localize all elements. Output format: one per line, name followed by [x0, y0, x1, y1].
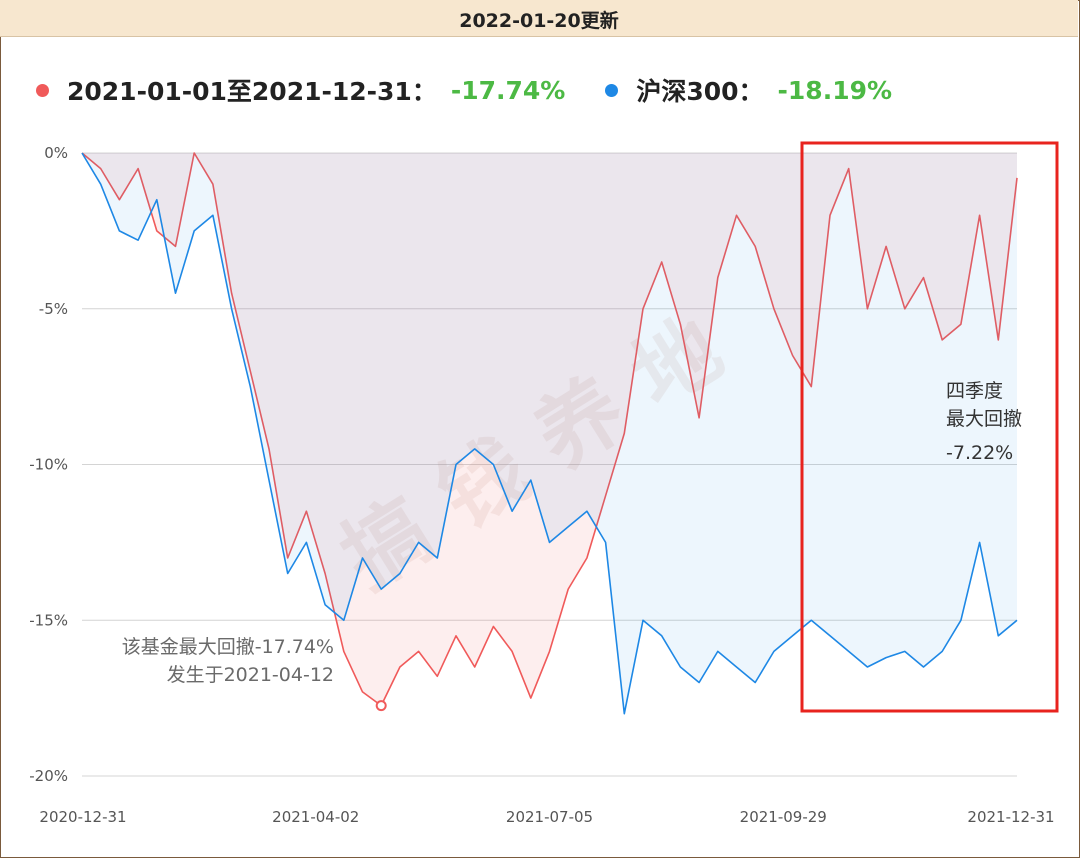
max-drawdown-point	[375, 700, 387, 712]
legend: 2021-01-01至2021-12-31： -17.74% 沪深300： -1…	[36, 72, 892, 108]
y-tick-label: -20%	[29, 767, 68, 785]
fund-dot-icon	[36, 83, 49, 97]
legend-fund-value: -17.74%	[450, 75, 566, 105]
max-drawdown-date-annotation: 发生于2021-04-12	[167, 664, 334, 686]
series-area	[82, 153, 1017, 706]
q4-highlight-box	[800, 141, 1059, 713]
legend-index-label: 沪深300：	[636, 77, 764, 106]
update-date-title: 2022-01-20更新	[459, 10, 619, 32]
legend-index-value: -18.19%	[777, 75, 893, 105]
x-tick-label: 2021-04-02	[272, 808, 359, 826]
index-dot-icon	[605, 83, 619, 97]
legend-item-index[interactable]: 沪深300： -18.19%	[605, 72, 892, 108]
legend-fund-label: 2021-01-01至2021-12-31：	[67, 77, 437, 106]
y-tick-label: -15%	[29, 611, 68, 629]
x-tick-label: 2021-07-05	[506, 808, 593, 826]
q4-annotation-subtitle: 最大回撤	[946, 408, 1022, 430]
header-bar: 2022-01-20更新	[0, 0, 1078, 37]
series-line	[81, 152, 1018, 715]
y-tick-label: -5%	[39, 300, 68, 318]
x-tick-label: 2020-12-31	[39, 808, 126, 826]
max-drawdown-annotation: 该基金最大回撤-17.74%	[122, 636, 334, 658]
series-line	[81, 152, 1018, 707]
x-tick-label: 2021-09-29	[740, 808, 827, 826]
legend-item-fund[interactable]: 2021-01-01至2021-12-31： -17.74%	[36, 72, 565, 108]
q4-annotation-title: 四季度	[946, 380, 1003, 402]
y-tick-label: 0%	[44, 144, 68, 162]
q4-drawdown-value: -7.22%	[946, 442, 1013, 464]
x-tick-label: 2021-12-31	[967, 808, 1054, 826]
y-tick-label: -10%	[29, 456, 68, 474]
